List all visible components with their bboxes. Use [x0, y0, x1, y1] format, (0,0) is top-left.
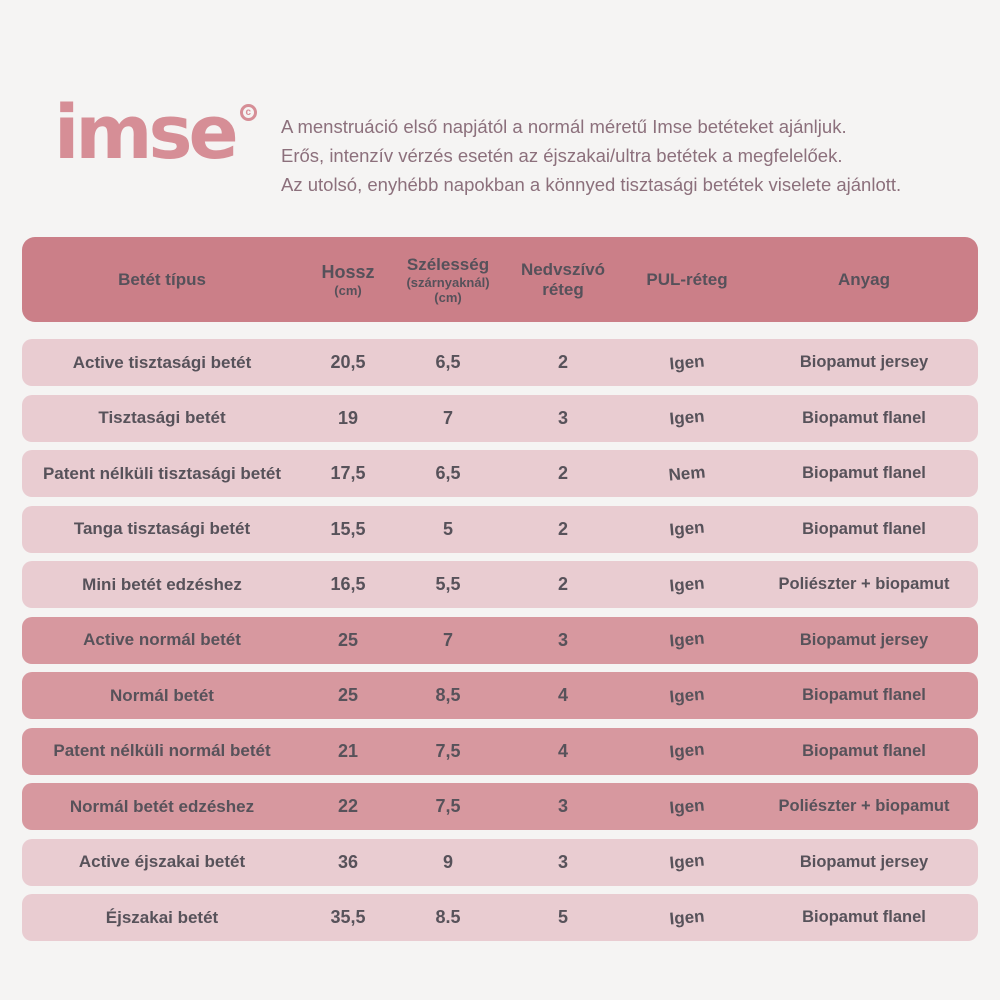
- table-header: Betét típus Hossz (cm) Szélesség (szárny…: [22, 237, 978, 322]
- table-row: Tanga tisztasági betét 15,5 5 2 Igen Bio…: [22, 505, 978, 553]
- cell-nedvszivo: 5: [557, 907, 568, 927]
- cell-nedvszivo: 2: [557, 574, 568, 594]
- header-anyag: Anyag: [838, 269, 890, 289]
- cell-anyag: Biopamut jersey: [799, 353, 929, 371]
- cell-anyag: Biopamut flanel: [802, 908, 926, 926]
- cell-pul-reteg: Igen: [668, 517, 706, 540]
- cell-hossz: 19: [337, 407, 359, 428]
- cell-anyag: Biopamut jersey: [799, 852, 929, 871]
- cell-szelesseg: 8,5: [435, 685, 461, 705]
- table-body: Active tisztasági betét 20,5 6,5 2 Igen …: [22, 339, 978, 941]
- header-pul-reteg: PUL-réteg: [646, 269, 728, 289]
- intro-line-1: A menstruáció első napjától a normál mér…: [281, 116, 847, 137]
- table-row: Mini betét edzéshez 16,5 5,5 2 Igen Poli…: [22, 561, 978, 608]
- cell-pul-reteg: Igen: [668, 850, 706, 873]
- cell-betet-tipus: Patent nélküli normál betét: [53, 741, 271, 760]
- cell-szelesseg: 6,5: [435, 463, 461, 483]
- trademark-icon: c: [239, 104, 257, 121]
- cell-pul-reteg: Igen: [668, 573, 706, 595]
- cell-pul-reteg: Igen: [668, 795, 706, 817]
- cell-hossz: 36: [337, 851, 359, 872]
- cell-hossz: 35,5: [330, 907, 366, 927]
- comparison-table: Betét típus Hossz (cm) Szélesség (szárny…: [22, 237, 978, 950]
- cell-hossz: 21: [337, 740, 359, 761]
- cell-nedvszivo: 3: [557, 407, 568, 428]
- cell-pul-reteg: Nem: [667, 461, 707, 485]
- cell-nedvszivo: 4: [557, 740, 568, 761]
- cell-betet-tipus: Active normál betét: [83, 630, 241, 649]
- header-szelesseg: Szélesség (szárnyaknál) (cm): [406, 254, 490, 305]
- header-nedvszivo-reteg: Nedvszívó réteg: [520, 259, 606, 299]
- trademark-letter: c: [245, 106, 251, 118]
- cell-szelesseg: 5,5: [435, 574, 461, 594]
- cell-nedvszivo: 2: [557, 352, 568, 372]
- cell-nedvszivo: 2: [557, 463, 568, 483]
- cell-hossz: 20,5: [330, 352, 366, 372]
- header-hossz: Hossz (cm): [321, 261, 375, 298]
- cell-betet-tipus: Active éjszakai betét: [78, 852, 246, 871]
- cell-nedvszivo: 2: [557, 518, 568, 539]
- cell-nedvszivo: 3: [557, 629, 568, 650]
- cell-hossz: 17,5: [330, 463, 366, 483]
- cell-szelesseg: 7: [442, 629, 453, 650]
- cell-szelesseg: 6,5: [435, 352, 461, 372]
- cell-hossz: 16,5: [330, 574, 366, 594]
- table-row: Normál betét edzéshez 22 7,5 3 Igen Poli…: [22, 783, 978, 830]
- cell-anyag: Biopamut flanel: [802, 519, 926, 538]
- intro-line-3: Az utolsó, enyhébb napokban a könnyed ti…: [281, 174, 902, 195]
- cell-anyag: Biopamut flanel: [802, 408, 926, 427]
- cell-nedvszivo: 3: [557, 851, 568, 872]
- cell-pul-reteg: Igen: [668, 628, 706, 651]
- cell-hossz: 25: [337, 629, 359, 650]
- cell-betet-tipus: Patent nélküli tisztasági betét: [42, 463, 282, 483]
- cell-anyag: Biopamut flanel: [802, 464, 926, 482]
- cell-betet-tipus: Mini betét edzéshez: [82, 574, 242, 594]
- intro-paragraph: A menstruáció első napjától a normál mér…: [281, 112, 901, 199]
- cell-hossz: 22: [337, 796, 359, 816]
- cell-nedvszivo: 4: [557, 685, 568, 705]
- table-row: Éjszakai betét 35,5 8.5 5 Igen Biopamut …: [22, 894, 978, 941]
- cell-pul-reteg: Igen: [668, 684, 706, 706]
- cell-szelesseg: 7: [442, 407, 453, 428]
- brand-logo-text: imse: [54, 90, 239, 176]
- table-row: Active normál betét 25 7 3 Igen Biopamut…: [22, 616, 978, 664]
- cell-pul-reteg: Igen: [668, 906, 706, 928]
- cell-pul-reteg: Igen: [668, 406, 706, 429]
- cell-szelesseg: 5: [442, 518, 453, 539]
- cell-anyag: Poliészter + biopamut: [778, 575, 950, 593]
- cell-hossz: 15,5: [330, 518, 366, 539]
- cell-szelesseg: 8.5: [435, 907, 461, 927]
- brand-logo: imse c: [54, 96, 257, 170]
- cell-anyag: Biopamut flanel: [802, 741, 926, 760]
- header-betet-tipus: Betét típus: [118, 269, 206, 289]
- cell-anyag: Biopamut jersey: [799, 630, 929, 649]
- table-row: Patent nélküli normál betét 21 7,5 4 Ige…: [22, 727, 978, 775]
- cell-hossz: 25: [337, 685, 359, 705]
- cell-anyag: Biopamut flanel: [802, 686, 926, 704]
- cell-szelesseg: 7,5: [435, 740, 461, 761]
- cell-szelesseg: 7,5: [435, 796, 461, 816]
- cell-anyag: Poliészter + biopamut: [778, 797, 950, 815]
- cell-betet-tipus: Tanga tisztasági betét: [73, 519, 251, 538]
- intro-line-2: Erős, intenzív vérzés esetén az éjszakai…: [281, 145, 843, 166]
- cell-pul-reteg: Igen: [668, 351, 706, 373]
- cell-szelesseg: 9: [442, 851, 453, 872]
- cell-betet-tipus: Tisztasági betét: [98, 408, 226, 427]
- cell-nedvszivo: 3: [557, 796, 568, 816]
- cell-betet-tipus: Normál betét edzéshez: [69, 796, 255, 816]
- cell-betet-tipus: Active tisztasági betét: [72, 352, 252, 372]
- table-row: Normál betét 25 8,5 4 Igen Biopamut flan…: [22, 672, 978, 719]
- table-row: Patent nélküli tisztasági betét 17,5 6,5…: [22, 450, 978, 497]
- table-row: Active éjszakai betét 36 9 3 Igen Biopam…: [22, 838, 978, 886]
- cell-betet-tipus: Éjszakai betét: [105, 907, 219, 927]
- table-row: Active tisztasági betét 20,5 6,5 2 Igen …: [22, 339, 978, 386]
- cell-betet-tipus: Normál betét: [110, 685, 214, 705]
- cell-pul-reteg: Igen: [668, 739, 706, 762]
- table-row: Tisztasági betét 19 7 3 Igen Biopamut fl…: [22, 394, 978, 442]
